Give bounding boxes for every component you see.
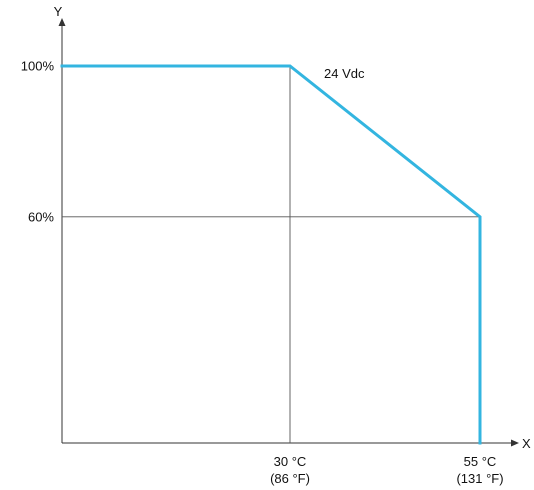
x-tick-label-secondary: (86 °F) bbox=[270, 471, 310, 486]
x-tick-label: 55 °C bbox=[464, 454, 497, 469]
y-tick-label: 100% bbox=[21, 59, 55, 74]
series-label: 24 Vdc bbox=[324, 66, 365, 81]
guide-lines-group bbox=[62, 66, 480, 443]
x-axis-arrow-icon bbox=[511, 439, 519, 447]
y-axis-arrow-icon bbox=[58, 18, 66, 26]
series-line-24vdc bbox=[60, 64, 482, 445]
series-group: 24 Vdc bbox=[60, 64, 482, 445]
x-tick-label: 30 °C bbox=[274, 454, 307, 469]
x-tick-label-secondary: (131 °F) bbox=[456, 471, 503, 486]
y-tick-label: 60% bbox=[28, 209, 54, 224]
y-axis-label: Y bbox=[54, 4, 63, 19]
axes-group: X Y bbox=[54, 4, 531, 451]
x-axis-label: X bbox=[522, 436, 531, 451]
tick-labels-group: 100% 60% 30 °C (86 °F) 55 °C (131 °F) bbox=[21, 59, 504, 487]
